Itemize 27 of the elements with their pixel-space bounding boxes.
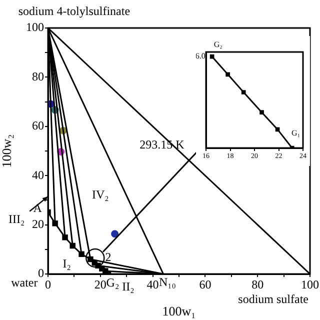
annotation: 6.0 (195, 52, 206, 61)
text: III₂ (8, 212, 25, 226)
annotation: 2 (105, 250, 112, 264)
text: water (11, 276, 38, 290)
x-axis-title: 100w₁ (162, 304, 196, 319)
x-tick-label: 60 (199, 277, 212, 292)
annotation: G₂ (214, 40, 223, 49)
text: sodium 4-tolylsulfinate (18, 4, 130, 18)
x-tick-label: 100 (301, 277, 319, 292)
annotation: IV₂ (92, 187, 109, 202)
y-tick-label: 80 (32, 69, 44, 84)
x-tick-label: 20 (94, 277, 106, 292)
x-tick-label: 40 (146, 277, 159, 292)
text: N₁₀ (158, 275, 176, 290)
y-tick-label: 60 (32, 118, 44, 133)
x-tick-label: 80 (252, 277, 264, 292)
annotation: 293.15 K (140, 137, 185, 152)
text: II₂ (122, 280, 134, 294)
text: sodium sulfate (238, 292, 308, 306)
y-tick-label: 40 (32, 168, 44, 182)
annotation: G₁ (291, 128, 300, 138)
y-tick-label: 0 (38, 266, 44, 280)
y-tick-label: 20 (32, 216, 44, 231)
y-tick-label: 100 (26, 20, 44, 34)
text: G₂ (106, 276, 120, 290)
annotation: I₂ (62, 256, 71, 270)
y-axis-title: 100w₂ (0, 134, 14, 168)
